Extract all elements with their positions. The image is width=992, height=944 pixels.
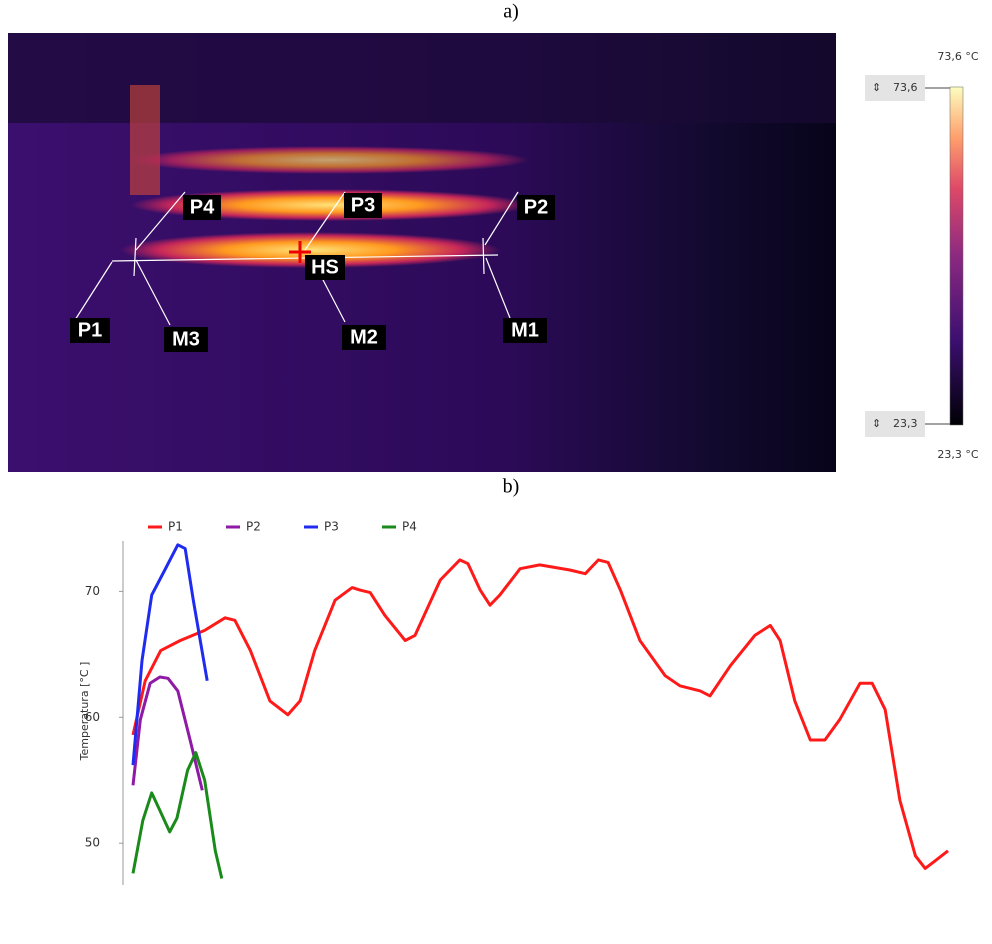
figure: a) P4 P3 P2 P1 M3 M2 M1 HS [0,0,992,944]
marker-label: M3 [172,328,200,350]
legend-label: P1 [168,520,183,534]
legend-label: P2 [246,520,261,534]
panel-label: a) [503,1,519,23]
marker-label: M1 [511,319,539,341]
scale-min[interactable]: 23,3 [893,417,918,430]
color-scale: 73,6 °C ⇕ 73,6 ⇕ 23,3 23,3 °C [865,50,979,461]
series-line [133,560,948,869]
thermal-image: P4 P3 P2 P1 M3 M2 M1 HS [8,33,836,472]
panel-label: b) [503,476,520,498]
scale-max-label: 73,6 °C [937,50,978,63]
marker-label: M2 [350,326,378,348]
probe-label: P4 [190,196,215,218]
y-tick-label: 50 [85,836,100,850]
scale-min-label: 23,3 °C [937,448,978,461]
probe-label: P1 [78,319,102,341]
probe-label: P2 [524,196,548,218]
series-line [133,545,207,765]
series-line [133,753,222,879]
legend-label: P4 [402,520,417,534]
scale-max[interactable]: 73,6 [893,81,918,94]
hotspot-label: HS [311,256,339,278]
probe-label: P3 [351,194,375,216]
y-tick-label: 60 [85,710,100,724]
spin-icon: ⇕ [872,417,881,430]
legend-label: P3 [324,520,339,534]
y-tick-label: 70 [85,584,100,598]
spin-icon: ⇕ [872,81,881,94]
